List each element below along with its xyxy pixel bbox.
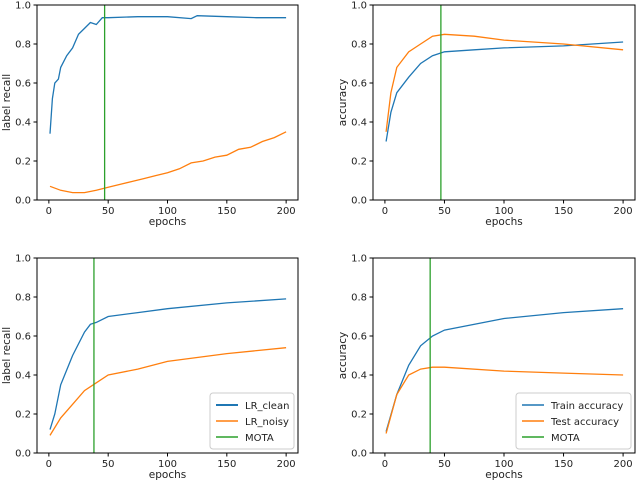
subplot-4: 0 50 100 150 200 0.0 0.2 0.4 0.6 0.8 1.0 epochs accu… bbox=[337, 254, 636, 481]
y-tick-label: 1.0 bbox=[351, 1, 367, 12]
x-tick-label: 50 bbox=[438, 206, 451, 217]
x-tick-label: 100 bbox=[494, 206, 513, 217]
x-tick-label: 50 bbox=[438, 459, 451, 470]
y-tick-label: 0.8 bbox=[15, 40, 31, 51]
series-line-test-accuracy bbox=[385, 33, 624, 132]
y-tick-label: 1.0 bbox=[15, 254, 31, 265]
y-tick-label: 0.6 bbox=[351, 79, 367, 90]
y-tick-label: 0.4 bbox=[15, 118, 31, 129]
y-tick-label: 0.2 bbox=[351, 157, 367, 168]
subplot-2: 0 50 100 150 200 0.0 0.2 0.4 0.6 0.8 1.0 epochs accu… bbox=[337, 1, 636, 228]
legend-label: LR_noisy bbox=[245, 417, 289, 428]
y-tick-label: 0.8 bbox=[15, 293, 31, 304]
x-tick-label: 100 bbox=[158, 206, 177, 217]
series-line-train-accuracy bbox=[385, 41, 624, 142]
y-axis-label: label recall bbox=[1, 74, 13, 131]
y-tick-label: 0.6 bbox=[15, 332, 31, 343]
subplot-1: 0 50 100 150 200 0.0 0.2 0.4 0.6 0.8 1.0 epochs labe… bbox=[1, 1, 299, 228]
legend-label: Train accuracy bbox=[550, 401, 623, 412]
legend-label: MOTA bbox=[551, 433, 580, 444]
series-line-train-accuracy bbox=[385, 308, 624, 432]
axes-frame bbox=[36, 4, 299, 201]
x-tick-label: 50 bbox=[102, 459, 115, 470]
legend-box bbox=[209, 392, 295, 450]
y-tick-label: 0.6 bbox=[15, 79, 31, 90]
y-axis-label: accuracy bbox=[337, 332, 349, 379]
y-tick-label: 0.0 bbox=[15, 449, 31, 460]
y-axis-label: accuracy bbox=[337, 79, 349, 126]
legend-label: Test accuracy bbox=[550, 417, 619, 428]
legend-label: LR_clean bbox=[245, 401, 289, 412]
y-tick-label: 0.4 bbox=[15, 371, 31, 382]
legend-box bbox=[515, 392, 632, 450]
y-tick-label: 0.4 bbox=[351, 371, 367, 382]
series-line-lr-noisy bbox=[49, 131, 287, 194]
x-axis-label: epochs bbox=[149, 216, 186, 228]
y-tick-label: 0.2 bbox=[15, 157, 31, 168]
y-tick-label: 0.8 bbox=[351, 40, 367, 51]
x-tick-label: 50 bbox=[102, 206, 115, 217]
y-tick-label: 0.0 bbox=[351, 196, 367, 207]
y-tick-label: 0.6 bbox=[351, 332, 367, 343]
series-line-lr-noisy bbox=[49, 347, 287, 436]
x-tick-label: 0 bbox=[46, 459, 52, 470]
y-axis-label: label recall bbox=[1, 327, 13, 384]
y-tick-label: 1.0 bbox=[15, 1, 31, 12]
y-tick-label: 0.8 bbox=[351, 293, 367, 304]
legend: Train accuracy Test accuracy MOTA bbox=[515, 392, 632, 450]
series-line-test-accuracy bbox=[385, 366, 624, 434]
subplot-3: 0 50 100 150 200 0.0 0.2 0.4 0.6 0.8 1.0 epochs labe… bbox=[1, 254, 299, 481]
y-tick-label: 0.0 bbox=[15, 196, 31, 207]
y-tick-label: 0.0 bbox=[351, 449, 367, 460]
x-tick-label: 0 bbox=[382, 459, 388, 470]
x-tick-label: 200 bbox=[277, 206, 296, 217]
x-tick-label: 150 bbox=[217, 459, 236, 470]
y-tick-label: 0.2 bbox=[15, 410, 31, 421]
x-tick-label: 150 bbox=[554, 206, 573, 217]
x-tick-label: 200 bbox=[614, 459, 633, 470]
x-tick-label: 0 bbox=[46, 206, 52, 217]
x-axis-label: epochs bbox=[485, 469, 522, 480]
axes-frame bbox=[372, 4, 636, 201]
x-tick-label: 100 bbox=[494, 459, 513, 470]
x-tick-label: 100 bbox=[158, 459, 177, 470]
x-tick-label: 200 bbox=[614, 206, 633, 217]
x-axis-label: epochs bbox=[149, 469, 186, 480]
x-axis-label: epochs bbox=[485, 216, 522, 228]
x-tick-label: 150 bbox=[554, 459, 573, 470]
y-tick-label: 0.4 bbox=[351, 118, 367, 129]
x-tick-label: 0 bbox=[382, 206, 388, 217]
y-tick-label: 1.0 bbox=[351, 254, 367, 265]
legend-label: MOTA bbox=[245, 433, 274, 444]
legend: LR_clean LR_noisy MOTA bbox=[209, 392, 295, 450]
x-tick-label: 150 bbox=[217, 206, 236, 217]
y-tick-label: 0.2 bbox=[351, 410, 367, 421]
series-line-lr-clean bbox=[49, 15, 287, 134]
x-tick-label: 200 bbox=[277, 459, 296, 470]
